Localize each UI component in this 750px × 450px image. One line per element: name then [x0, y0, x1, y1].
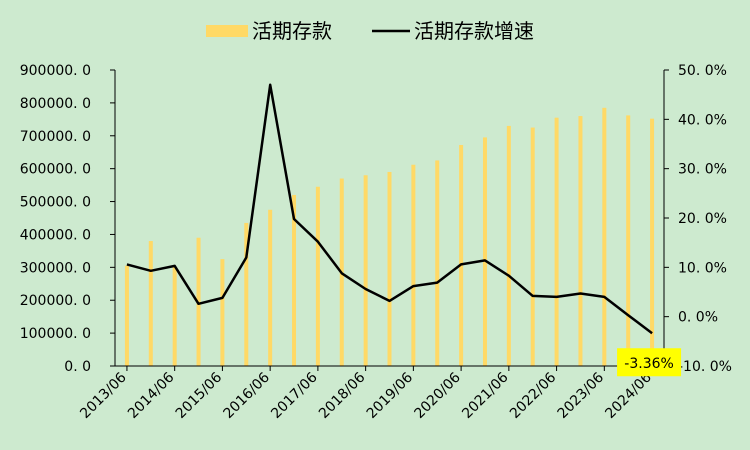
right-tick-label: 10. 0%: [678, 260, 727, 276]
right-tick-label: 50. 0%: [678, 63, 727, 79]
x-tick-label: 2014/06: [125, 369, 178, 422]
bar: [387, 171, 392, 366]
x-tick-label: 2018/06: [316, 369, 369, 422]
x-tick-label: 2016/06: [221, 369, 274, 422]
x-tick-label: 2019/06: [364, 369, 417, 422]
left-tick-label: 100000. 0: [20, 326, 91, 342]
x-tick-label: 2024/06: [602, 369, 655, 422]
x-tick-label: 2022/06: [507, 369, 560, 422]
bar: [435, 160, 440, 366]
bar: [315, 186, 320, 366]
legend-bar-swatch: [206, 25, 248, 37]
right-tick-label: 40. 0%: [678, 112, 727, 128]
bar: [172, 267, 177, 366]
left-tick-label: 300000. 0: [20, 260, 91, 276]
x-tick-label: 2013/06: [77, 369, 130, 422]
bar: [148, 241, 153, 366]
growth-line: [126, 83, 653, 335]
left-tick-label: 800000. 0: [20, 96, 91, 112]
right-tick-label: 0. 0%: [678, 310, 718, 326]
left-tick-label: 600000. 0: [20, 162, 91, 178]
bar: [578, 116, 583, 367]
line-series: [126, 83, 653, 335]
left-tick-label: 400000. 0: [20, 227, 91, 243]
bar: [459, 144, 464, 366]
x-tick-label: 2021/06: [459, 369, 512, 422]
x-tick-label: 2020/06: [411, 369, 464, 422]
left-tick-label: 200000. 0: [20, 293, 91, 309]
left-tick-label: 0. 0: [64, 359, 91, 375]
bar: [220, 259, 225, 366]
left-tick-label: 500000. 0: [20, 195, 91, 211]
legend: 活期存款 活期存款增速: [206, 19, 534, 43]
bar: [244, 222, 249, 366]
bar: [626, 115, 631, 367]
annotation-box: [617, 348, 682, 377]
right-tick-label: 20. 0%: [678, 211, 727, 227]
legend-bar-label: 活期存款: [252, 19, 332, 43]
bar: [506, 125, 511, 367]
bar: [124, 265, 129, 366]
left-tick-label: 700000. 0: [20, 129, 91, 145]
bar: [650, 118, 655, 366]
x-tick-label: 2023/06: [555, 369, 608, 422]
x-tick-label: 2015/06: [173, 369, 226, 422]
bar: [268, 209, 273, 366]
bar: [530, 127, 535, 366]
legend-line-label: 活期存款增速: [414, 19, 534, 43]
bar: [482, 137, 487, 366]
bar: [554, 117, 559, 366]
bar: [363, 175, 368, 366]
bar: [602, 107, 607, 367]
right-tick-label: 30. 0%: [678, 162, 727, 178]
bar: [411, 164, 416, 366]
x-tick-label: 2017/06: [268, 369, 321, 422]
right-tick-label: -10. 0%: [678, 359, 732, 375]
annotation: -3.36%: [617, 348, 682, 377]
bar: [292, 194, 297, 366]
bar-series: [124, 107, 655, 367]
left-tick-label: 900000. 0: [20, 63, 91, 79]
annotation-label: -3.36%: [624, 356, 674, 372]
